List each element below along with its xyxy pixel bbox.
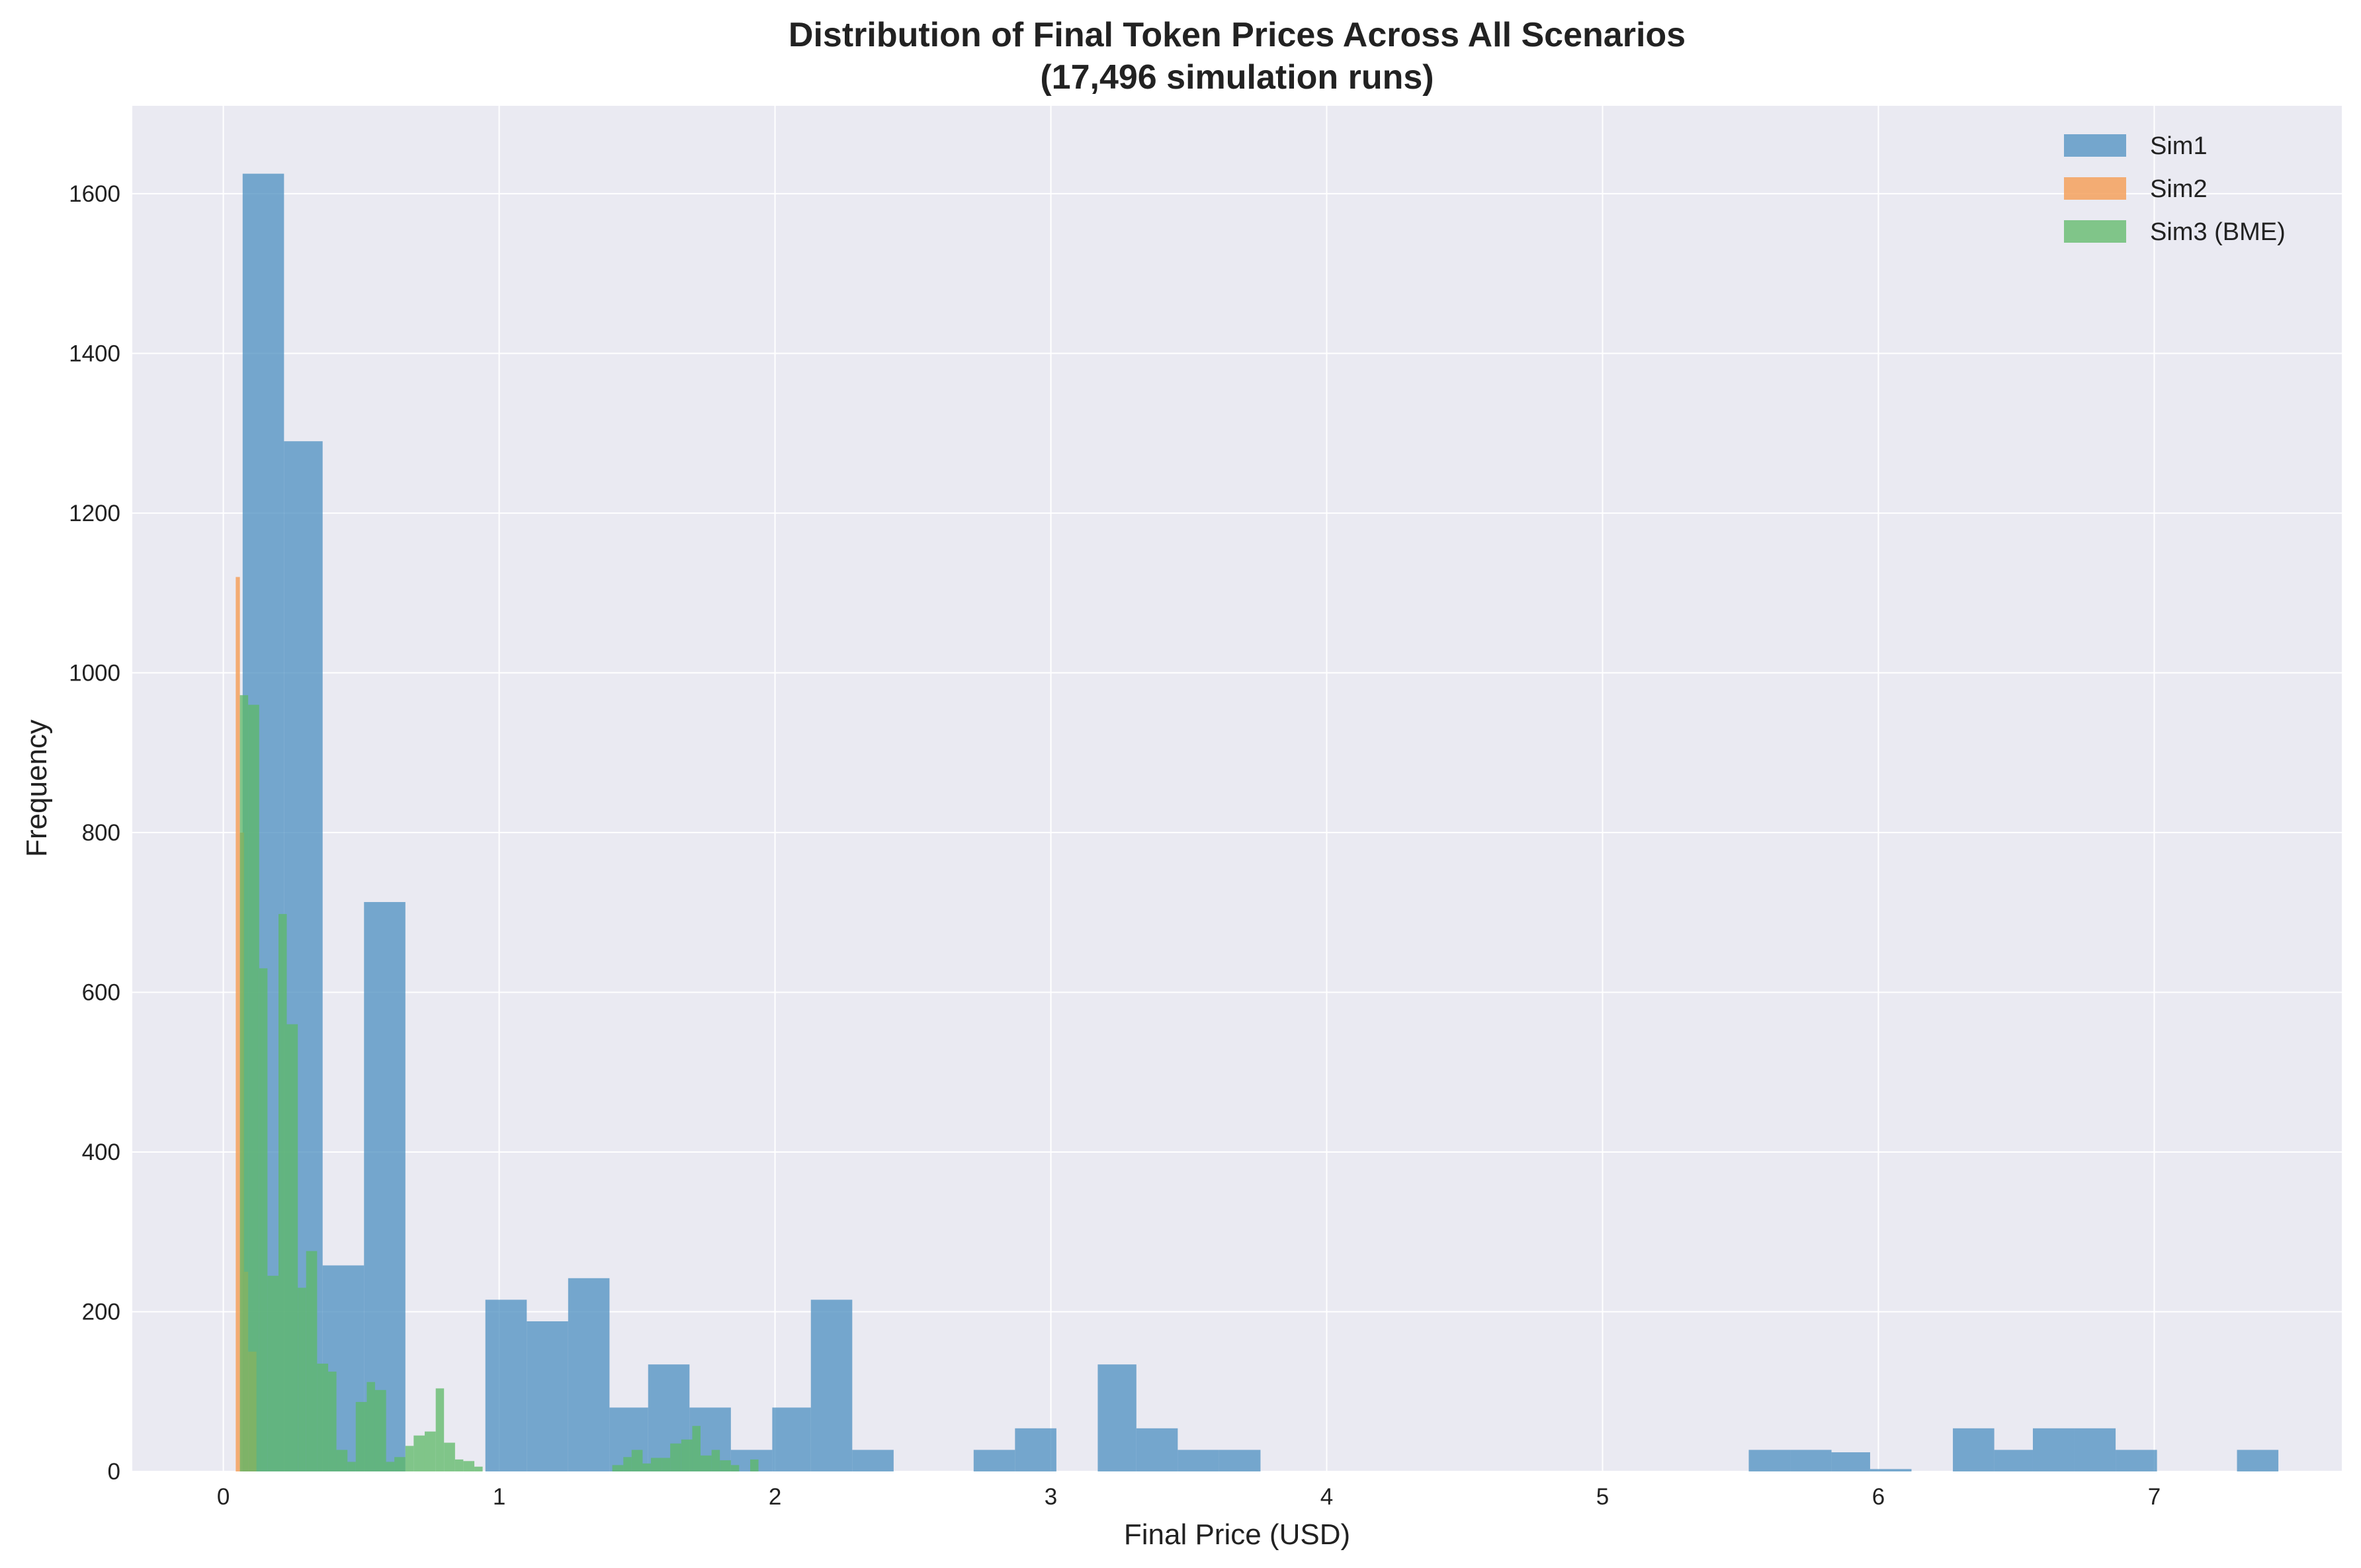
histogram-bar: [1219, 1450, 1261, 1471]
histogram-bar: [810, 1300, 853, 1471]
histogram-bar: [454, 1459, 464, 1471]
histogram-bar: [772, 1407, 811, 1471]
legend-swatch-sim3: [2064, 220, 2126, 243]
histogram-bar: [1178, 1450, 1219, 1471]
histogram-bar: [730, 1465, 740, 1471]
histogram-bar: [1748, 1450, 1791, 1471]
histogram-bar: [236, 577, 240, 1471]
histogram-bar: [642, 1463, 651, 1471]
histogram-bar: [750, 1459, 759, 1471]
x-tick-label: 7: [2148, 1484, 2161, 1510]
plot-area: [132, 106, 2342, 1471]
legend-swatch-sim2: [2064, 177, 2126, 200]
y-tick-label: 200: [82, 1299, 120, 1325]
histogram-bar: [366, 1382, 375, 1471]
histogram-bar: [1869, 1469, 1912, 1471]
histogram-bar: [286, 1024, 298, 1471]
histogram-bar: [355, 1401, 367, 1471]
y-tick-label: 1600: [69, 181, 120, 207]
histogram-bar: [424, 1431, 436, 1471]
histogram-bar: [527, 1321, 568, 1471]
histogram-bar: [1831, 1452, 1870, 1471]
y-tick-label: 1000: [69, 660, 120, 686]
y-tick-label: 800: [82, 820, 120, 846]
x-tick-label: 1: [493, 1484, 505, 1510]
histogram-bar: [267, 1276, 279, 1471]
histogram-bar: [1097, 1364, 1137, 1471]
y-tick-label: 600: [82, 979, 120, 1005]
histogram-bar: [692, 1426, 701, 1471]
y-axis-label: Frequency: [21, 720, 53, 857]
histogram-bar: [662, 1458, 671, 1471]
legend: Sim1 Sim2 Sim3 (BME): [2064, 132, 2286, 246]
histogram-bar: [1790, 1450, 1832, 1471]
histogram-bar: [2237, 1450, 2279, 1471]
histogram-bar: [485, 1300, 527, 1471]
histogram-bar: [463, 1461, 475, 1471]
histogram-bar: [2116, 1450, 2157, 1471]
histogram-bar: [1994, 1450, 2033, 1471]
histogram-bar: [711, 1450, 720, 1471]
histogram-bar: [720, 1460, 731, 1471]
histogram-bar: [386, 1462, 395, 1471]
x-tick-label: 5: [1596, 1484, 1609, 1510]
legend-label-sim2: Sim2: [2150, 175, 2208, 203]
histogram-bar: [317, 1363, 329, 1471]
histogram-bar: [405, 1446, 414, 1471]
histogram-bar: [623, 1457, 632, 1471]
histogram-bar: [568, 1278, 610, 1471]
histogram-bar: [1015, 1428, 1056, 1471]
legend-label-sim1: Sim1: [2150, 132, 2208, 160]
histogram-bars: [236, 173, 2279, 1471]
x-tick-label: 3: [1045, 1484, 1057, 1510]
histogram-bar: [852, 1450, 894, 1471]
histogram-bar: [435, 1388, 445, 1471]
x-tick-label: 6: [1872, 1484, 1885, 1510]
x-axis-label: Final Price (USD): [1124, 1518, 1350, 1551]
histogram-bar: [413, 1435, 425, 1471]
histogram-bar: [650, 1458, 662, 1471]
histogram-bar: [612, 1465, 624, 1471]
legend-swatch-sim1: [2064, 134, 2126, 157]
histogram-bar: [973, 1450, 1015, 1471]
histogram-bar: [444, 1442, 455, 1471]
x-tick-label: 2: [769, 1484, 781, 1510]
histogram-bar: [474, 1466, 483, 1471]
legend-label-sim3: Sim3 (BME): [2150, 218, 2286, 246]
histogram-bar: [336, 1450, 348, 1471]
histogram-bar: [681, 1439, 693, 1471]
histogram-bar: [298, 1288, 306, 1471]
chart-title: Distribution of Final Token Prices Acros…: [789, 16, 1686, 54]
histogram-bar: [631, 1450, 643, 1471]
histogram-bar: [670, 1443, 681, 1471]
x-tick-label: 4: [1320, 1484, 1333, 1510]
histogram-bar: [2074, 1428, 2116, 1471]
y-tick-label: 0: [108, 1459, 120, 1485]
histogram-bar: [1953, 1428, 1995, 1471]
histogram-bar: [394, 1457, 406, 1471]
tick-labels: 0 1 2 3 4 5 6 7 0 200 400 600 800 1000 1200 1400 1600: [69, 181, 2161, 1510]
histogram-bar: [374, 1389, 386, 1471]
chart-subtitle: (17,496 simulation runs): [1040, 58, 1434, 97]
histogram-bar: [364, 901, 406, 1471]
histogram-bar: [259, 968, 268, 1471]
histogram-bar: [328, 1372, 337, 1471]
histogram-bar: [278, 914, 287, 1471]
histogram-bar: [2032, 1428, 2075, 1471]
histogram-bar: [239, 695, 249, 1471]
y-tick-label: 1400: [69, 341, 120, 366]
y-tick-label: 400: [82, 1139, 120, 1165]
histogram-bar: [306, 1251, 318, 1471]
series-3-bars: [239, 695, 759, 1471]
histogram-bar: [1136, 1428, 1178, 1471]
histogram-bar: [347, 1462, 356, 1471]
histogram-bar: [700, 1455, 712, 1471]
histogram-bar: [248, 704, 259, 1471]
x-tick-label: 0: [217, 1484, 230, 1510]
y-tick-label: 1200: [69, 501, 120, 526]
